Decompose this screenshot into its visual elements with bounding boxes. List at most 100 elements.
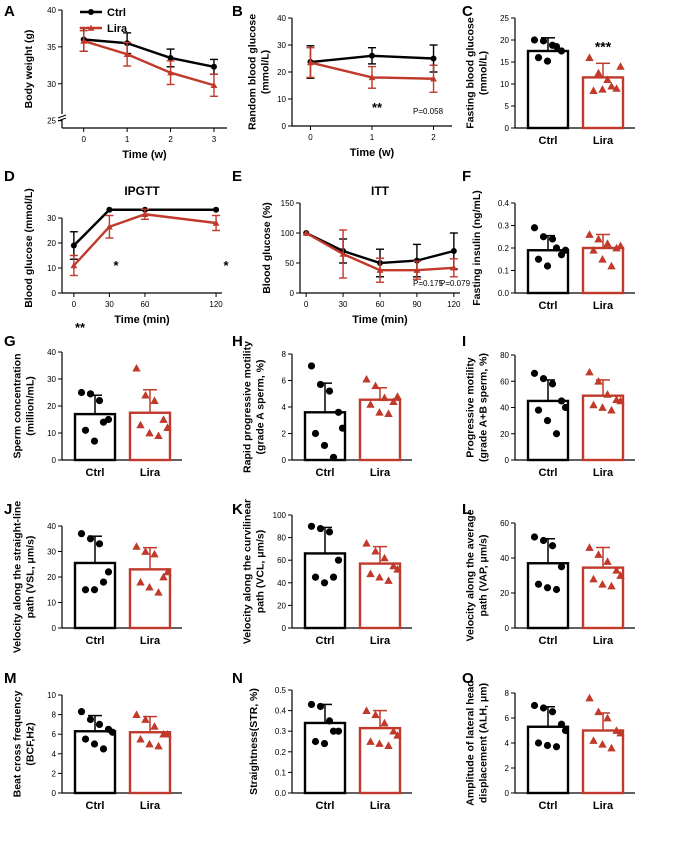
bar-ctrl [526,562,570,630]
x-tick-label: Ctrl [316,800,335,812]
y-tick-label: 10 [47,264,56,273]
data-point-circle [316,380,325,389]
data-point-triangle [366,737,375,745]
data-point-circle [561,403,570,412]
data-point-triangle [371,546,380,555]
data-point-triangle [616,62,625,70]
data-point-triangle [594,234,603,243]
y-tick-label: 10 [47,429,56,438]
data-point-circle [334,727,343,735]
data-point-triangle [136,420,145,429]
data-point-circle [530,701,539,710]
data-point-circle [70,242,77,249]
data-point-circle [557,47,566,55]
data-point-triangle [603,239,612,247]
data-point-triangle [589,86,598,94]
x-tick-label: Lira [593,300,614,312]
x-tick-label: 120 [209,300,223,309]
x-tick-label: Ctrl [539,800,558,812]
y-tick-label: 8 [505,689,510,698]
data-point-circle [539,37,548,45]
y-tick-label: 80 [500,351,509,360]
y-axis-label: Fasting blood glucose(mmol/L) [465,17,490,129]
y-tick-label: 0.2 [498,244,510,253]
y-tick-label: 30 [277,41,286,50]
bar-ctrl [526,725,570,795]
data-point-circle [213,206,220,213]
data-point-circle [534,406,543,414]
data-point-triangle [384,576,393,584]
x-tick-label: Ctrl [539,467,558,479]
y-tick-label: 30 [47,375,56,384]
significance-label: * [223,258,229,273]
y-tick-label: 0.1 [498,267,510,276]
x-tick-label: Lira [593,635,614,647]
data-point-triangle [210,81,218,88]
y-tick-label: 4 [52,750,57,759]
data-point-circle [369,52,375,59]
data-point-triangle [589,400,598,409]
x-tick-label: Ctrl [316,635,335,647]
y-axis-label: Blood glucose (%) [261,202,273,294]
data-point-triangle [393,731,402,739]
chart-panel-A: A 25 30 35 40 0 1 2 3 Time (w) Body weight (g) Ctrl… [4,3,227,161]
data-point-circle [90,437,99,445]
y-tick-label: 40 [500,554,509,563]
data-point-triangle [607,261,616,270]
significance-label: ** [372,100,383,115]
x-tick-label: 0 [304,300,309,309]
data-point-triangle [585,367,594,376]
y-tick-label: 0.5 [275,686,287,695]
data-point-circle [329,453,338,461]
data-point-triangle [598,85,607,93]
chart-panel-J: J 0 10 20 30 40 Velocity along the straight-li… [4,501,182,653]
data-point-triangle [375,572,384,581]
data-point-circle [311,737,320,746]
x-tick-label: Lira [370,635,391,647]
panel-letter: L [462,501,471,518]
y-tick-label: 0.3 [275,727,287,736]
data-point-triangle [163,567,172,576]
data-point-circle [534,54,543,62]
x-tick-label: Lira [140,635,161,647]
data-point-triangle [616,571,625,579]
y-tick-label: 30 [47,548,56,557]
y-tick-label: 10 [500,80,509,89]
legend-label: Lira [107,23,128,35]
y-axis-label: Amplitude of lateral headdisplacement (A… [465,680,490,805]
data-point-triangle [159,572,168,581]
bar-lira [581,76,625,130]
y-tick-label: 20 [500,589,509,598]
y-tick-label: 80 [277,534,286,543]
y-axis-label: Velocity along the straight-linepath (VS… [12,501,37,653]
y-tick-label: 30 [47,214,56,223]
data-point-circle [543,417,552,425]
data-point-triangle [393,392,402,400]
data-point-triangle [150,396,159,404]
data-point-circle [86,535,95,543]
y-tick-label: 20 [500,36,509,45]
data-point-circle [325,387,334,395]
y-axis-label: Beat cross frequency(BCF,Hz) [12,690,37,797]
panel-letter: A [4,3,15,20]
bar-lira [358,726,402,795]
y-tick-label: 0.4 [498,199,510,208]
y-tick-label: 20 [277,68,286,77]
data-point-circle [329,727,338,735]
significance-label: *** [595,38,612,54]
data-point-circle [539,375,548,383]
data-point-circle [552,43,561,51]
x-tick-label: Lira [593,467,614,479]
data-point-triangle [380,718,389,727]
data-point-triangle [589,736,598,744]
y-tick-label: 4 [505,739,510,748]
x-tick-label: 0 [81,135,86,144]
chart-panel-F: F 0.0 0.1 0.2 0.3 0.4 Fasting insulin (ng/mL) C… [462,168,635,312]
y-tick-label: 2 [282,430,287,439]
data-point-triangle [375,739,384,747]
data-point-triangle [132,710,141,718]
y-tick-label: 40 [277,14,286,23]
y-tick-label: 100 [281,229,295,238]
data-point-triangle [145,428,154,437]
data-point-triangle [136,577,145,586]
